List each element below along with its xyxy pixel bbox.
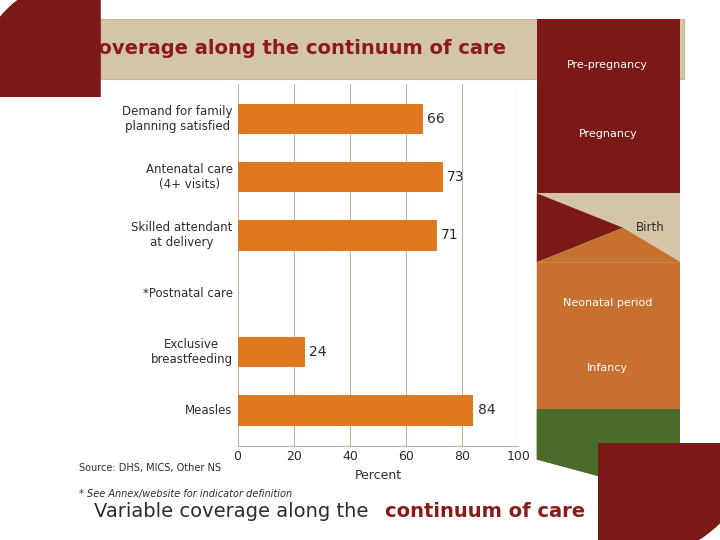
Text: 73: 73 bbox=[447, 170, 464, 184]
Polygon shape bbox=[537, 228, 680, 262]
Text: Demand for family
planning satisfied: Demand for family planning satisfied bbox=[122, 105, 233, 133]
Polygon shape bbox=[537, 409, 680, 478]
Text: 71: 71 bbox=[441, 228, 459, 242]
FancyBboxPatch shape bbox=[72, 19, 684, 78]
Text: Variable coverage along the: Variable coverage along the bbox=[94, 502, 374, 521]
Text: Coverage along the continuum of care: Coverage along the continuum of care bbox=[84, 39, 506, 58]
Text: Infancy: Infancy bbox=[588, 363, 629, 373]
Text: Source: DHS, MICS, Other NS: Source: DHS, MICS, Other NS bbox=[79, 462, 221, 472]
Bar bbox=[238, 395, 474, 426]
Bar bbox=[238, 162, 443, 192]
Text: Exclusive
breastfeeding: Exclusive breastfeeding bbox=[150, 338, 233, 366]
Wedge shape bbox=[0, 0, 101, 97]
Text: Pre-pregnancy: Pre-pregnancy bbox=[567, 60, 648, 70]
Polygon shape bbox=[537, 19, 680, 193]
Text: *Postnatal care: *Postnatal care bbox=[143, 287, 233, 300]
Polygon shape bbox=[537, 193, 680, 262]
Bar bbox=[238, 220, 437, 251]
Text: Neonatal period: Neonatal period bbox=[563, 299, 652, 308]
Polygon shape bbox=[537, 262, 680, 478]
Text: 24: 24 bbox=[309, 345, 327, 359]
Text: Skilled attendant
at delivery: Skilled attendant at delivery bbox=[131, 221, 233, 249]
X-axis label: Percent: Percent bbox=[354, 469, 402, 482]
Text: continuum of care: continuum of care bbox=[385, 502, 585, 521]
Text: 84: 84 bbox=[477, 403, 495, 417]
Text: Antenatal care
(4+ visits): Antenatal care (4+ visits) bbox=[145, 163, 233, 191]
Bar bbox=[238, 104, 423, 134]
Text: 66: 66 bbox=[427, 112, 445, 126]
Wedge shape bbox=[598, 443, 720, 540]
Text: Pregnancy: Pregnancy bbox=[578, 129, 637, 139]
Polygon shape bbox=[537, 193, 623, 262]
Bar bbox=[238, 337, 305, 367]
Text: Measles: Measles bbox=[185, 404, 233, 417]
Text: Birth: Birth bbox=[636, 221, 665, 234]
Text: * See Annex/website for indicator definition: * See Annex/website for indicator defini… bbox=[79, 489, 292, 500]
